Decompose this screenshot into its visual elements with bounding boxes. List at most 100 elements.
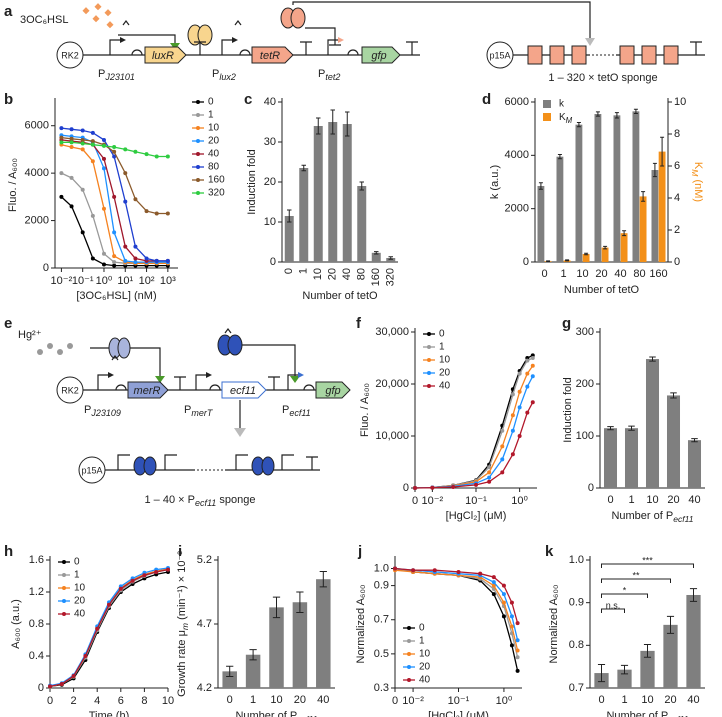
bar: [639, 196, 647, 262]
x-axis-label: [3OC₆HSL] (nM): [76, 290, 156, 302]
error-bar: [666, 615, 675, 634]
data-point: [509, 600, 514, 605]
x-tick-label: 10: [270, 694, 282, 706]
data-point: [500, 428, 505, 433]
text-part: ecf11: [289, 408, 310, 418]
x-tick-label: 20: [664, 694, 676, 706]
x-tick-label: 2: [71, 695, 77, 707]
text-part: P: [84, 404, 91, 416]
y-tick-label: 5.2: [197, 554, 212, 566]
y-tick-label: 0.9: [374, 580, 389, 592]
x-tick-label: 0: [598, 694, 604, 706]
data-point: [517, 389, 522, 394]
legend-marker: [427, 371, 431, 375]
y-tick-label: 0.9: [569, 597, 584, 609]
text-part: merT: [191, 408, 213, 418]
x-tick-label: 10¹: [117, 275, 133, 287]
sponge-label: 1 – 320 × tetO sponge: [548, 72, 657, 84]
error-bar: [287, 209, 292, 223]
text-part: P: [282, 404, 289, 416]
y-tick-label: 4.2: [197, 682, 212, 694]
y-tick-label: 20,000: [375, 378, 409, 390]
legend-label: 0: [74, 557, 80, 568]
legend-label: 10: [439, 355, 451, 366]
data-point: [130, 578, 135, 583]
bar: [537, 186, 545, 262]
y-tick-label: 0: [523, 256, 529, 268]
significance-bracket: [601, 608, 625, 613]
significance-bracket: [601, 563, 694, 568]
data-point: [80, 137, 85, 142]
data-point: [487, 475, 492, 480]
legend-marker: [407, 678, 411, 682]
error-bar: [319, 571, 327, 588]
data-point: [101, 137, 106, 142]
y-tick-label: 0: [403, 482, 409, 494]
data-point: [112, 154, 117, 159]
bar: [342, 124, 352, 262]
y-tick-label: 40: [264, 96, 276, 108]
legend-marker: [427, 358, 431, 362]
y-tick-label: 0.8: [569, 639, 584, 651]
panel-label: h: [4, 543, 13, 560]
bar: [632, 111, 640, 262]
legend-label: 1: [208, 110, 214, 121]
data-point: [154, 154, 159, 159]
data-point: [90, 159, 95, 164]
legend-swatch: [543, 113, 551, 121]
error-bar: [652, 162, 657, 178]
bar: [645, 359, 660, 488]
bar: [658, 151, 666, 262]
data-point: [59, 682, 64, 686]
legend-marker: [196, 113, 200, 117]
bar: [603, 428, 618, 488]
data-point: [515, 638, 520, 643]
error-bar: [643, 643, 652, 658]
data-point: [413, 486, 417, 490]
data-point: [166, 567, 170, 572]
data-point: [69, 175, 74, 180]
data-point: [500, 444, 505, 449]
bar: [328, 122, 338, 262]
x-axis-label: Number of Pecf11: [235, 710, 317, 717]
x-tick-label: 0: [607, 494, 613, 506]
data-point: [101, 156, 106, 161]
x-tick-label: 10⁻²: [402, 695, 424, 707]
legend-marker: [196, 178, 200, 182]
x-tick-label: 0: [283, 268, 295, 274]
y-tick-label: 20: [264, 176, 276, 188]
significance-label: **: [632, 570, 640, 580]
data-point: [165, 258, 170, 263]
series-line: [61, 144, 168, 264]
panel-label: e: [4, 315, 12, 332]
x-tick-label: 160: [370, 268, 382, 286]
data-point: [112, 263, 117, 268]
y-axis-label: Growth rate μm (min⁻¹) × 10⁻³: [176, 551, 190, 697]
x-axis-label: Number of tetO: [302, 290, 378, 302]
significance-label: ***: [642, 555, 653, 565]
series-line: [394, 567, 519, 641]
x-tick-label: 320: [385, 268, 397, 286]
data-point: [112, 194, 117, 199]
error-bar: [641, 191, 646, 202]
error-bar: [565, 259, 570, 262]
diagram-a: 3OC₆HSL RK2 PJ23101 luxR Plux2 tetR Ptet…: [20, 1, 705, 84]
x-tick-label: 160: [649, 268, 667, 280]
x-tick-label: 10²: [139, 275, 155, 287]
x-tick-label: 10⁻²: [422, 495, 444, 507]
text-part: P: [184, 404, 191, 416]
panel-label: i: [178, 543, 182, 560]
y-axis-label: Normalized A₆₀₀: [548, 585, 560, 664]
x-tick-label: 0: [47, 695, 53, 707]
data-point: [491, 583, 496, 588]
x-tick-label: 20: [294, 694, 306, 706]
data-point: [123, 244, 128, 249]
error-bar: [272, 596, 281, 619]
bar: [292, 602, 308, 688]
error-bar: [296, 591, 304, 613]
data-point: [517, 434, 522, 438]
error-bar: [603, 245, 608, 250]
y-tick-label: 1.6: [29, 554, 44, 566]
x-tick-label: 0: [227, 694, 233, 706]
significance-label: *: [623, 585, 627, 595]
